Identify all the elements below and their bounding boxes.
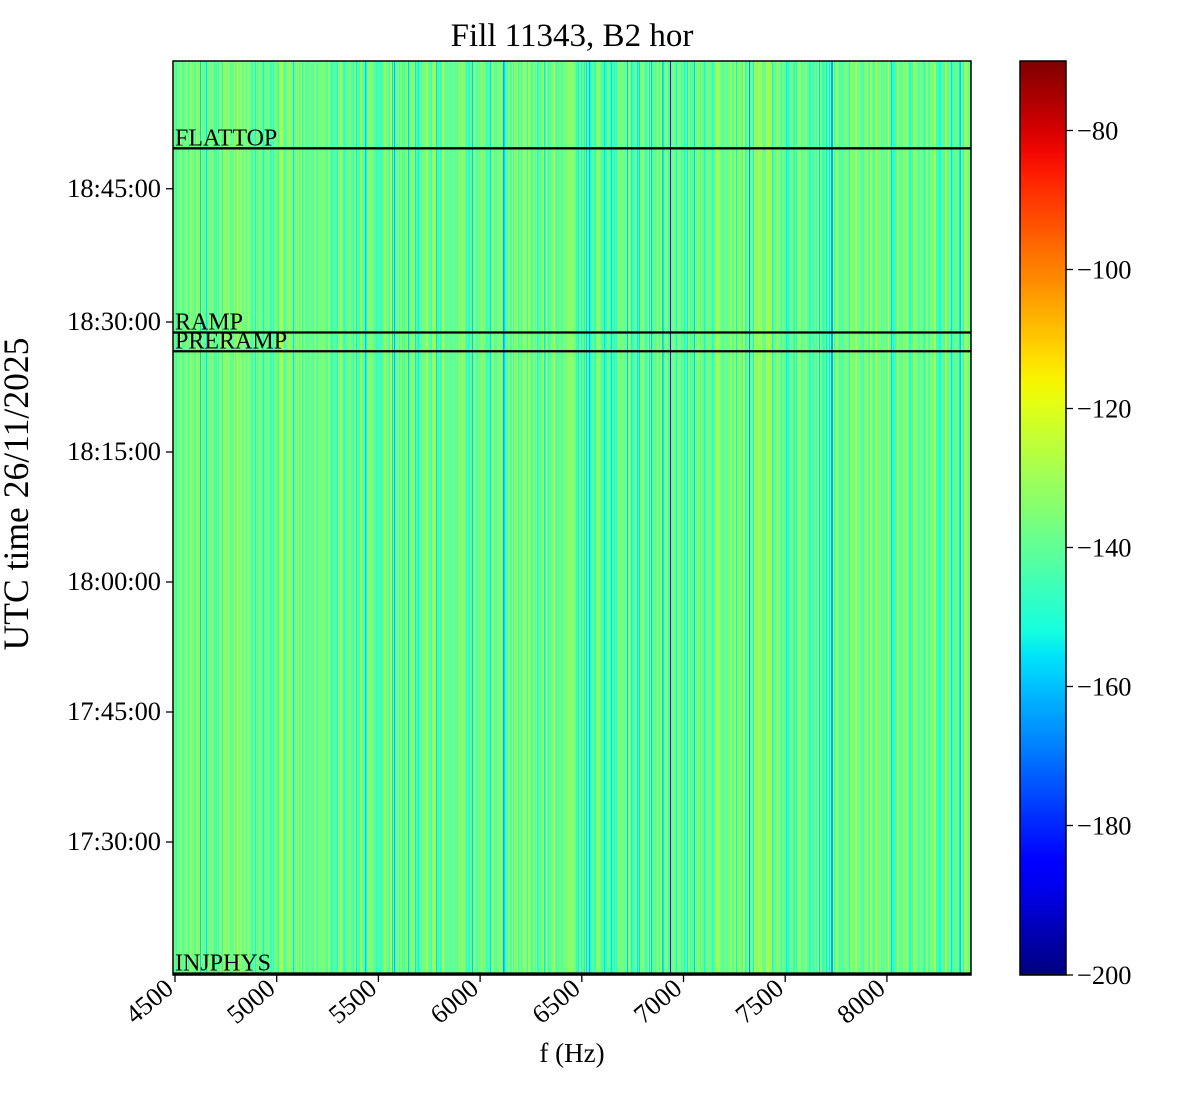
svg-text:−100: −100 — [1077, 255, 1131, 285]
svg-text:f (Hz): f (Hz) — [539, 1038, 604, 1068]
svg-text:18:15:00: 18:15:00 — [67, 436, 161, 466]
svg-text:18:00:00: 18:00:00 — [67, 566, 161, 596]
svg-text:Fill 11343, B2 hor: Fill 11343, B2 hor — [451, 18, 694, 54]
svg-text:−140: −140 — [1077, 533, 1131, 563]
svg-text:−80: −80 — [1077, 116, 1118, 146]
svg-text:−200: −200 — [1077, 960, 1131, 990]
svg-text:18:30:00: 18:30:00 — [67, 306, 161, 336]
svg-text:−120: −120 — [1077, 394, 1131, 424]
svg-text:18:45:00: 18:45:00 — [67, 173, 161, 203]
svg-text:INJPHYS: INJPHYS — [175, 951, 271, 977]
svg-text:UTC time 26/11/2025: UTC time 26/11/2025 — [0, 338, 36, 651]
svg-text:17:45:00: 17:45:00 — [67, 696, 161, 726]
svg-text:−160: −160 — [1077, 672, 1131, 702]
svg-text:PRERAMP: PRERAMP — [175, 328, 287, 354]
svg-text:−180: −180 — [1077, 811, 1131, 841]
svg-text:FLATTOP: FLATTOP — [175, 125, 277, 151]
svg-text:17:30:00: 17:30:00 — [67, 826, 161, 856]
